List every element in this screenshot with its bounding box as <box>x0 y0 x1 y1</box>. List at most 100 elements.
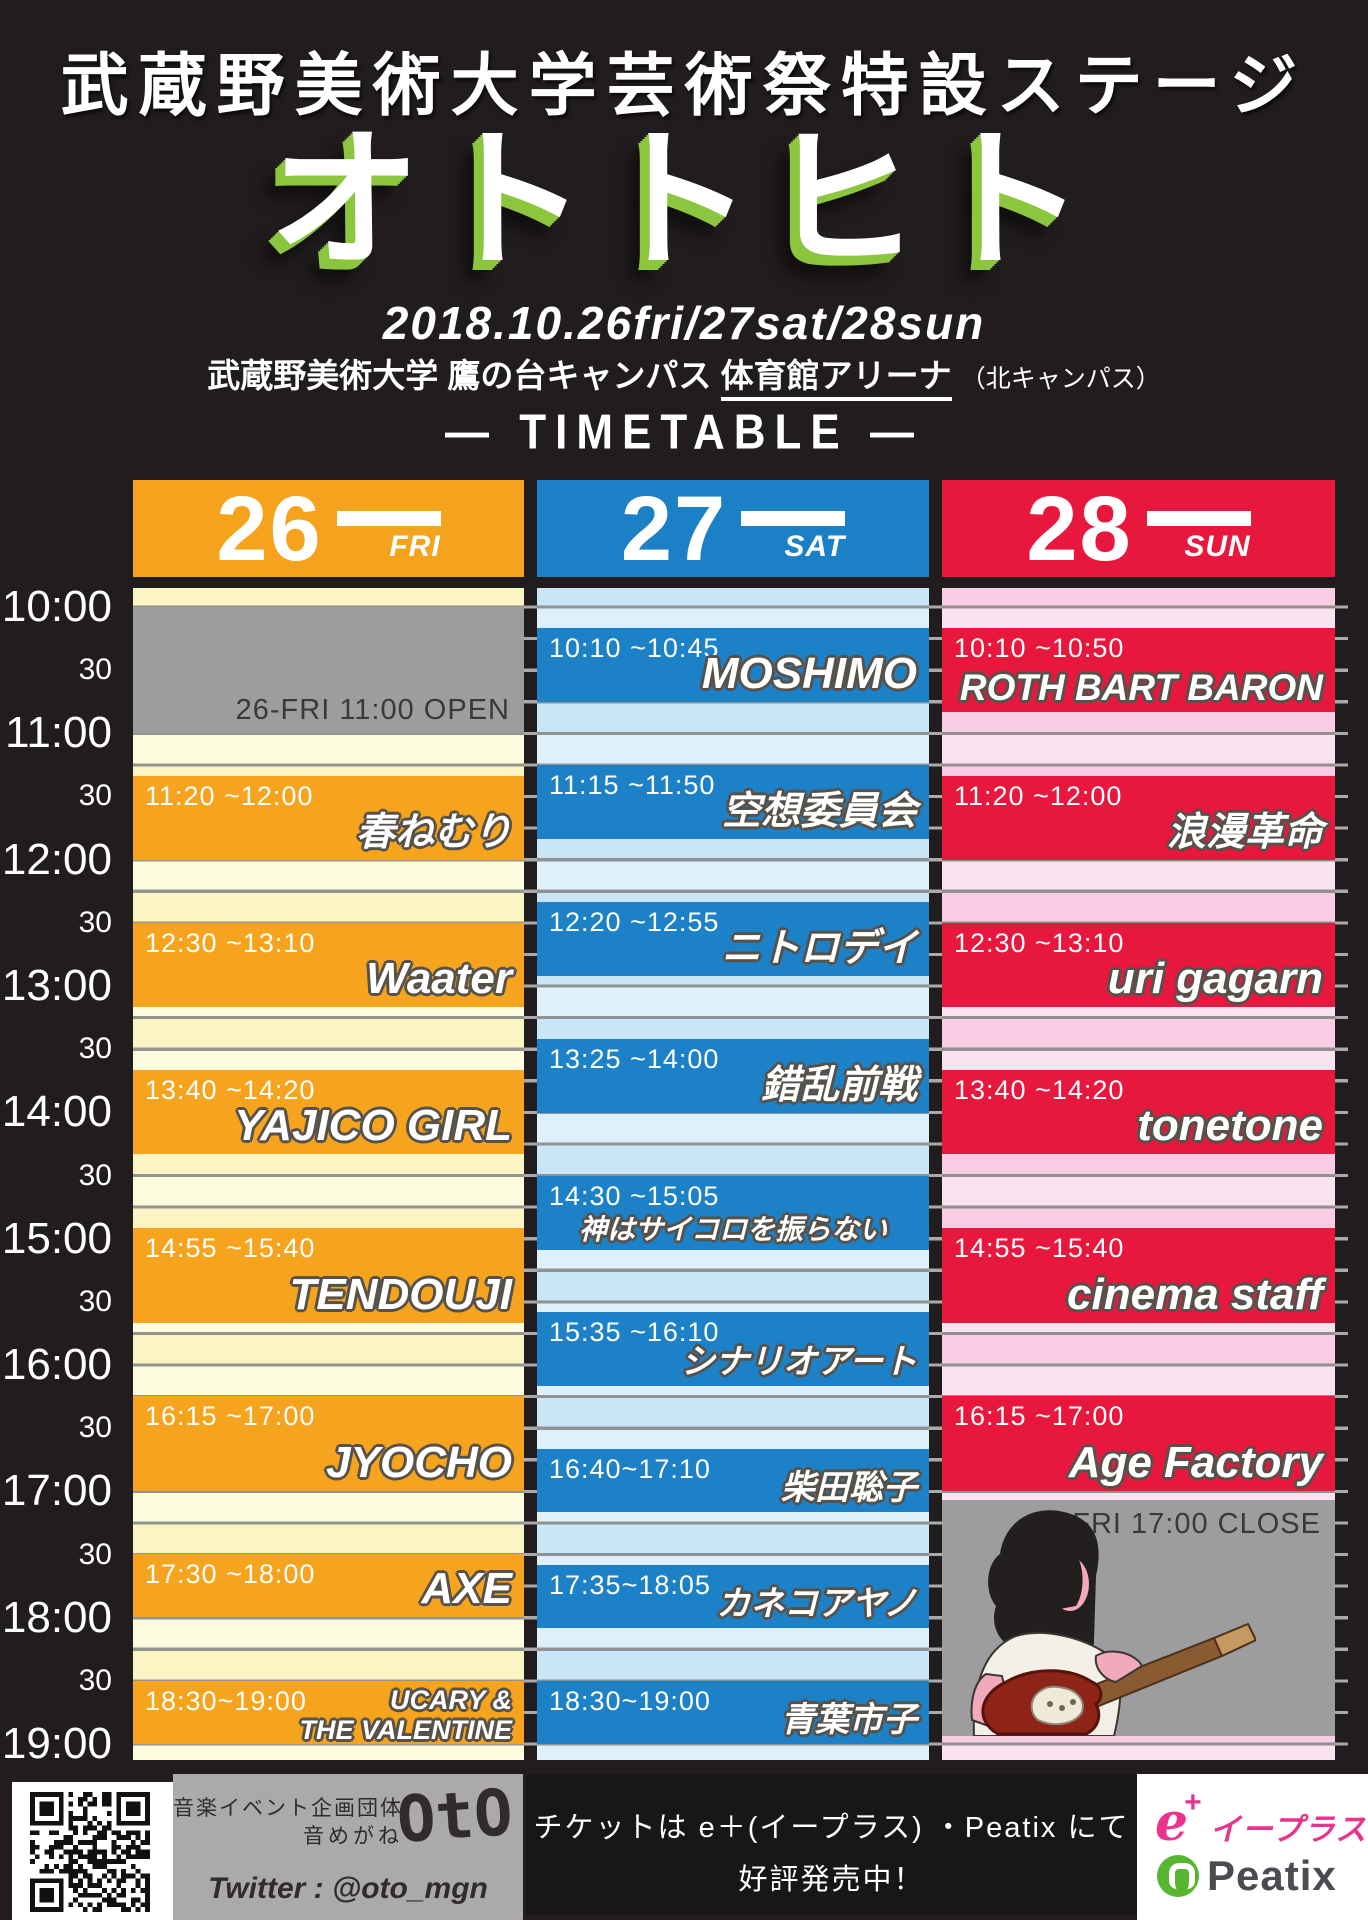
day-dash <box>336 511 441 526</box>
time-label: 11:00 <box>5 708 112 757</box>
organizer-line1: 音楽イベント企画団体 <box>173 1797 403 1820</box>
event-artist: uri gagarn <box>1107 954 1323 1003</box>
event-block: 14:30 ~15:05 神はサイコロを振らない <box>537 1176 929 1250</box>
day-number: 28 <box>1026 477 1133 580</box>
event-artist: YAJICO GIRL <box>234 1101 512 1150</box>
event-block: 14:55 ~15:40 cinema staff <box>942 1228 1335 1323</box>
event-time: 18:30~19:00 <box>145 1686 307 1716</box>
event-block: 11:15 ~11:50 空想委員会 <box>537 765 929 839</box>
timetable-heading: — TIMETABLE — <box>445 405 923 460</box>
event-time: 15:35 ~16:10 <box>549 1317 720 1347</box>
event-artist: 神はサイコロを振らない <box>578 1214 887 1245</box>
event-artist: JYOCHO <box>326 1438 512 1487</box>
event-time: 16:15 ~17:00 <box>145 1401 316 1431</box>
page-title: 武蔵野美術大学芸術祭特設ステージ <box>60 48 1308 124</box>
event-block: 12:30 ~13:10 Waater <box>133 923 524 1007</box>
grid-ticks <box>524 588 537 1760</box>
oto-logo: OtO <box>394 1776 516 1858</box>
event-block: 12:30 ~13:10 uri gagarn <box>942 923 1335 1007</box>
time-label: 30 <box>78 1159 112 1192</box>
event-time: 12:30 ~13:10 <box>954 928 1125 958</box>
event-time: 16:40~17:10 <box>549 1454 711 1484</box>
event-block: 15:35 ~16:10 シナリオアート <box>537 1312 929 1386</box>
time-label: 15:00 <box>1 1214 112 1263</box>
time-label: 30 <box>78 1538 112 1571</box>
event-block: 13:40 ~14:20 tonetone <box>942 1070 1335 1154</box>
venue-hall: 体育館アリーナ <box>720 357 952 401</box>
day-header-28-sun: 28 SUN <box>942 480 1335 577</box>
event-block: 10:10 ~10:45 MOSHIMO <box>537 628 929 702</box>
ticket-line2: 好評発売中！ <box>738 1864 925 1896</box>
venue-line: 武蔵野美術大学 鷹の台キャンパス 体育館アリーナ （北キャンパス） <box>0 349 1368 401</box>
peatix-icon <box>1157 1855 1199 1897</box>
closed-block-close: 28-FRI 17:00 CLOSE <box>942 1500 1335 1736</box>
event-block: 18:30~19:00 青葉市子 <box>537 1681 929 1744</box>
day-number: 27 <box>620 477 728 580</box>
time-label: 30 <box>78 779 112 812</box>
event-artist: シナリオアート <box>681 1343 917 1381</box>
event-block: 14:55 ~15:40 TENDOUJI <box>133 1228 524 1323</box>
event-artist: ROTH BART BARON <box>959 667 1323 708</box>
event-artist: Age Factory <box>1068 1438 1323 1487</box>
event-time: 13:40 ~14:20 <box>954 1075 1125 1105</box>
column-sunday: 10:10 ~10:50 ROTH BART BARON 11:20 ~12:0… <box>942 588 1335 1760</box>
event-block: 12:20 ~12:55 ニトロデイ <box>537 902 929 976</box>
event-artist: Waater <box>366 954 512 1003</box>
day-dash <box>741 511 846 526</box>
event-time: 14:55 ~15:40 <box>954 1233 1125 1263</box>
time-label: 30 <box>78 1411 112 1444</box>
event-time: 11:20 ~12:00 <box>954 781 1123 811</box>
event-artist: 春ねむり <box>355 811 512 854</box>
grid-ticks <box>929 588 942 1760</box>
event-time: 14:55 ~15:40 <box>145 1233 316 1263</box>
event-time: 16:15 ~17:00 <box>954 1401 1125 1431</box>
event-artist: cinema staff <box>1067 1270 1323 1319</box>
column-friday: 26-FRI 11:00 OPEN 11:20 ~12:00 春ねむり 12:3… <box>133 588 524 1760</box>
peatix-logo: Peatix <box>1157 1852 1337 1900</box>
event-time: 11:15 ~11:50 <box>549 770 716 800</box>
event-logo: オトトヒト <box>269 116 1099 286</box>
event-time: 18:30~19:00 <box>549 1686 711 1716</box>
time-label: 10:00 <box>1 582 112 631</box>
time-label: 30 <box>78 1664 112 1697</box>
event-artist: 浪漫革命 <box>1166 811 1323 854</box>
event-block: 17:30 ~18:00 AXE <box>133 1554 524 1617</box>
event-time: 10:10 ~10:45 <box>549 633 720 663</box>
event-artist: 青葉市子 <box>781 1701 917 1739</box>
organizer-line2: 音めがね <box>303 1825 403 1848</box>
time-axis: 10:00 30 11:00 30 12:00 30 13:00 30 14:0… <box>0 582 118 1768</box>
event-artist: tonetone <box>1137 1101 1323 1150</box>
event-time: 14:30 ~15:05 <box>549 1181 720 1211</box>
day-header-27-sat: 27 SAT <box>537 480 929 577</box>
organizer-panel: 音楽イベント企画団体 音めがね OtO Twitter : @oto_mgn <box>173 1774 523 1920</box>
twitter-handle: Twitter : @oto_mgn <box>208 1872 488 1905</box>
grid-ticks <box>1335 588 1348 1760</box>
event-artist: カネコアヤノ <box>716 1585 917 1623</box>
ticket-info-panel: チケットは e＋(イープラス) ・Peatix にて 好評発売中！ <box>526 1774 1137 1915</box>
ticket-vendor-logos: e+イープラス Peatix <box>1137 1774 1368 1920</box>
open-note: 26-FRI 11:00 OPEN <box>235 694 510 726</box>
eplus-logo: e+イープラス <box>1155 1786 1367 1853</box>
day-label: SUN <box>1184 530 1251 563</box>
event-time: 13:25 ~14:00 <box>549 1044 720 1074</box>
event-time: 12:30 ~13:10 <box>145 928 316 958</box>
venue-prefix: 武蔵野美術大学 鷹の台キャンパス <box>207 357 721 394</box>
event-time: 10:10 ~10:50 <box>954 633 1125 663</box>
day-label: SAT <box>784 530 846 563</box>
day-number: 26 <box>216 477 323 580</box>
event-block: 13:40 ~14:20 YAJICO GIRL <box>133 1070 524 1154</box>
ticket-line1: チケットは e＋(イープラス) ・Peatix にて <box>533 1812 1130 1844</box>
guitarist-illustration <box>970 1510 1256 1736</box>
qr-panel <box>12 1782 173 1920</box>
qr-code <box>30 1792 150 1912</box>
event-time: 13:40 ~14:20 <box>145 1075 316 1105</box>
event-block: 11:20 ~12:00 春ねむり <box>133 776 524 860</box>
time-label: 30 <box>78 653 112 686</box>
event-time: 17:30 ~18:00 <box>145 1559 316 1589</box>
time-label: 18:00 <box>1 1593 112 1642</box>
event-artist: TENDOUJI <box>289 1270 512 1319</box>
event-time: 12:20 ~12:55 <box>549 907 720 937</box>
time-label: 17:00 <box>1 1466 112 1515</box>
event-artist: UCARY & THE VALENTINE <box>299 1685 512 1746</box>
day-label: FRI <box>389 530 441 563</box>
